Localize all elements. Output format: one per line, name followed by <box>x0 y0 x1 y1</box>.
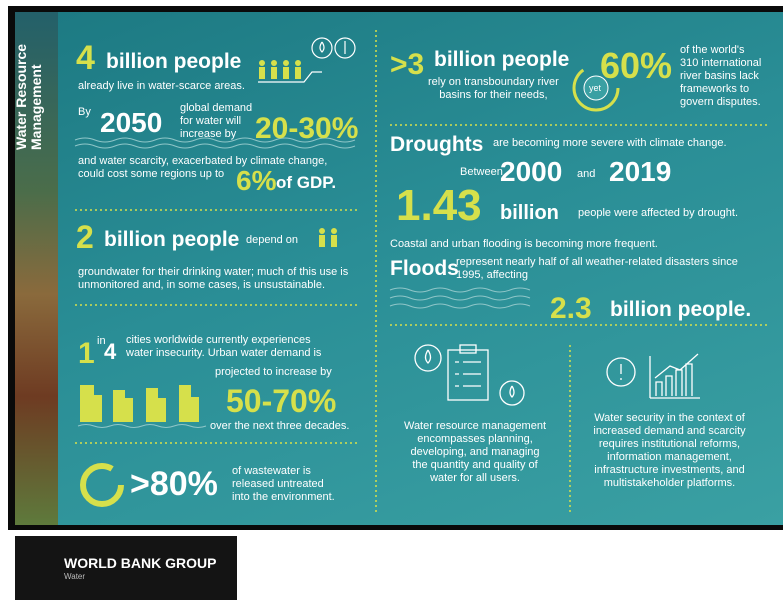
text-line: encompasses planning, <box>395 433 555 446</box>
text-line: water insecurity. Urban water demand is <box>126 347 321 360</box>
text-line: Water resource management <box>395 420 555 433</box>
text-line: frameworks to <box>680 83 761 96</box>
stat-number: 6% <box>236 166 276 197</box>
text-line: groundwater for their drinking water; mu… <box>78 266 348 279</box>
text-line: rely on transboundary river <box>428 76 559 89</box>
text-line: govern disputes. <box>680 96 761 109</box>
stat-headline: billion people. <box>610 298 751 321</box>
stat-text: represent nearly half of all weather-rel… <box>456 256 738 282</box>
stat-headline: billion people <box>106 50 241 73</box>
text-line: the quantity and quality of <box>395 459 555 472</box>
stat-number: 20-30% <box>255 112 358 145</box>
stat-text: are becoming more severe with climate ch… <box>493 137 727 150</box>
text-line: and water scarcity, exacerbated by clima… <box>78 155 327 168</box>
text-line: 310 international <box>680 57 761 70</box>
stat-headline: Droughts <box>390 133 483 156</box>
stat-text: Between <box>460 166 503 179</box>
stat-headline: billion <box>500 202 559 224</box>
year: 2019 <box>609 157 671 188</box>
stat-text: and <box>577 168 595 181</box>
text-line: cities worldwide currently experiences <box>126 334 321 347</box>
text-line: global demand <box>180 102 252 115</box>
stat-number: 2.3 <box>550 292 592 325</box>
stat-text: Coastal and urban flooding is becoming m… <box>390 238 658 251</box>
text-line: requires institutional reforms, <box>582 438 757 451</box>
stat-text: over the next three decades. <box>210 420 349 433</box>
brand: WORLD BANK GROUP <box>64 556 216 571</box>
stat-number: 1 <box>78 337 95 370</box>
text-line: developing, and managing <box>395 446 555 459</box>
stat-number: 2 <box>76 220 94 255</box>
text-line: basins for their needs, <box>428 89 559 102</box>
stat-text: depend on <box>246 234 298 247</box>
stat-headline: of GDP. <box>276 174 336 193</box>
text-line: of wastewater is <box>232 465 335 478</box>
text-line: water for all users. <box>395 472 555 485</box>
text-line: infrastructure investments, and <box>582 464 757 477</box>
text-line: of the world's <box>680 44 761 57</box>
stat-number: 50-70% <box>226 384 336 419</box>
text-line: river basins lack <box>680 70 761 83</box>
stat-number: >3 <box>390 48 424 81</box>
text-line: represent nearly half of all weather-rel… <box>456 256 738 269</box>
stat-text: people were affected by drought. <box>578 207 738 220</box>
stat-headline: Floods <box>390 257 459 280</box>
text-line: Water security in the context of <box>582 412 757 425</box>
stat-text: By <box>78 106 91 119</box>
stat-number: 60% <box>600 46 672 86</box>
year: 2000 <box>500 157 562 188</box>
page: {"sidebar":{"title":["Water Resource","M… <box>0 0 783 602</box>
stat-number: >80% <box>130 466 218 503</box>
stat-text: projected to increase by <box>215 366 332 379</box>
stat-number: 4 <box>104 340 116 364</box>
text-line: 1995, affecting <box>456 269 738 282</box>
text-line: into the environment. <box>232 491 335 504</box>
stat-text: already live in water-scarce areas. <box>78 80 245 93</box>
text-line: released untreated <box>232 478 335 491</box>
text-line: for water will <box>180 115 252 128</box>
year: 2050 <box>100 108 162 139</box>
stat-headline: billion people <box>104 228 239 251</box>
stat-headline: billion people <box>434 48 569 71</box>
stat-text: groundwater for their drinking water; mu… <box>78 266 348 292</box>
text-line: information management, <box>582 451 757 464</box>
brand-sub: Water <box>64 573 85 582</box>
text-line: unmonitored and, in some cases, is unsus… <box>78 279 348 292</box>
text-line: multistakeholder platforms. <box>582 477 757 490</box>
text-line: increase by <box>180 128 252 141</box>
text-line: increased demand and scarcity <box>582 425 757 438</box>
stat-number: 1.43 <box>396 182 482 230</box>
stat-number: 4 <box>76 40 95 77</box>
